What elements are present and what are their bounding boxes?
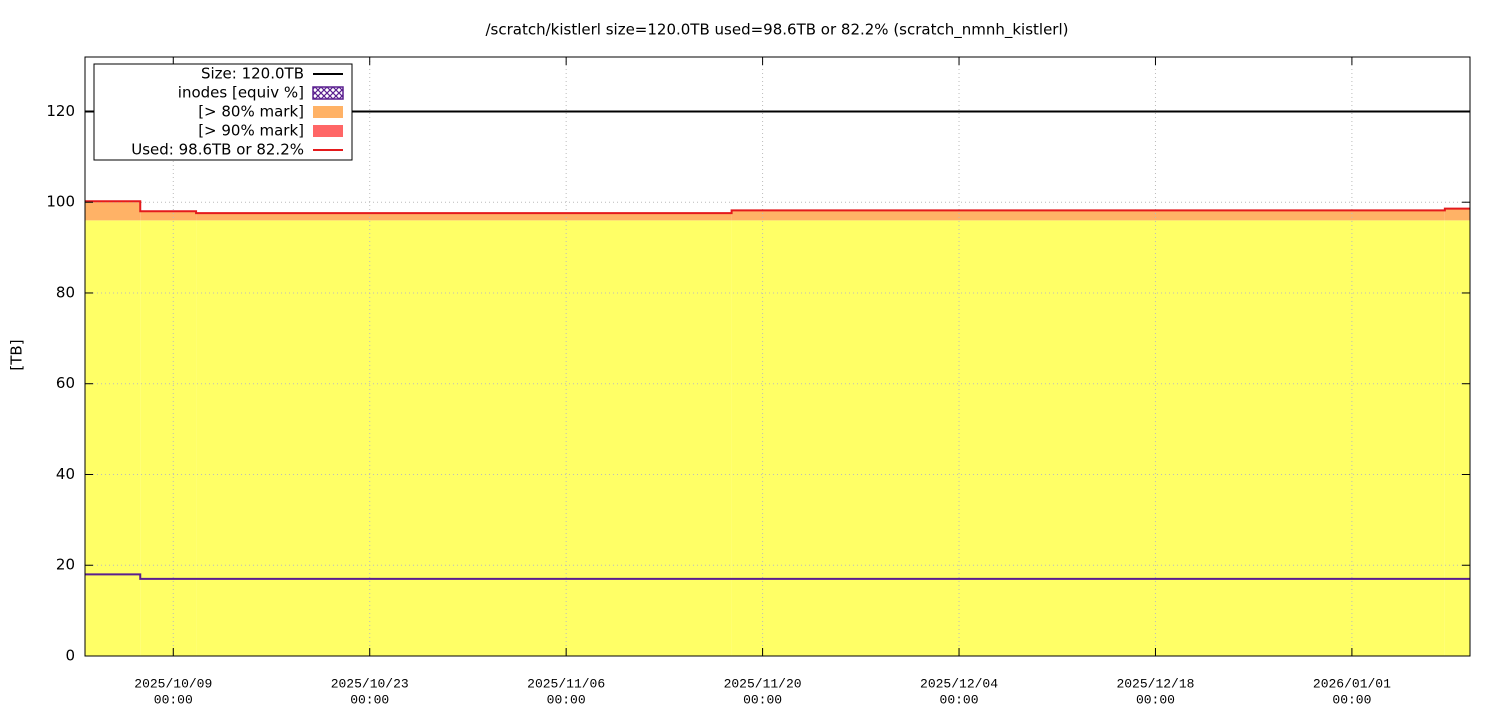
x-tick-label: 2025/11/20 xyxy=(724,676,802,691)
used-area xyxy=(85,220,141,656)
y-tick-label: 100 xyxy=(46,193,75,211)
y-tick-label: 60 xyxy=(56,374,75,392)
chart-title: /scratch/kistlerl size=120.0TB used=98.6… xyxy=(486,21,1069,40)
y-tick-label: 40 xyxy=(56,465,75,483)
mark-band xyxy=(731,210,1445,221)
plot-area: 0204060801001202025/10/0900:002025/10/23… xyxy=(46,56,1471,707)
x-tick-label: 2025/11/06 xyxy=(527,676,605,691)
inodes-line xyxy=(85,573,1470,580)
used-area xyxy=(1444,220,1470,656)
x-tick-label: 00:00 xyxy=(1332,692,1371,707)
mark-band xyxy=(1444,208,1470,221)
legend-label: [> 90% mark] xyxy=(198,122,304,140)
used-area xyxy=(731,220,1445,656)
mark-band xyxy=(140,211,197,221)
x-tick-label: 00:00 xyxy=(940,692,979,707)
legend-label: Size: 120.0TB xyxy=(201,65,304,83)
y-axis-label: [TB] xyxy=(8,339,26,370)
used-area xyxy=(196,220,732,656)
x-tick-label: 2025/10/23 xyxy=(331,676,409,691)
used-line xyxy=(85,200,1470,215)
legend-box xyxy=(93,63,353,161)
y-tick-label: 80 xyxy=(56,283,75,301)
x-tick-label: 00:00 xyxy=(154,692,193,707)
legend-swatch xyxy=(313,106,343,118)
y-tick-label: 0 xyxy=(65,647,75,665)
x-tick-label: 2025/12/18 xyxy=(1116,676,1194,691)
legend-label: inodes [equiv %] xyxy=(178,84,304,102)
used-area xyxy=(140,220,197,656)
x-tick-label: 2025/10/09 xyxy=(134,676,212,691)
x-tick-label: 00:00 xyxy=(1136,692,1175,707)
legend-label: Used: 98.6TB or 82.2% xyxy=(131,141,304,159)
mark-band xyxy=(196,213,732,221)
x-tick-label: 2026/01/01 xyxy=(1313,676,1391,691)
legend-swatch xyxy=(313,125,343,137)
legend-label: [> 80% mark] xyxy=(198,103,304,121)
x-tick-label: 00:00 xyxy=(350,692,389,707)
x-tick-label: 2025/12/04 xyxy=(920,676,998,691)
mark-band xyxy=(85,201,141,221)
x-tick-label: 00:00 xyxy=(743,692,782,707)
axes-frame xyxy=(84,56,1471,657)
x-tick-label: 00:00 xyxy=(547,692,586,707)
y-tick-label: 120 xyxy=(46,102,75,120)
legend-swatch xyxy=(312,86,344,100)
y-tick-label: 20 xyxy=(56,556,75,574)
